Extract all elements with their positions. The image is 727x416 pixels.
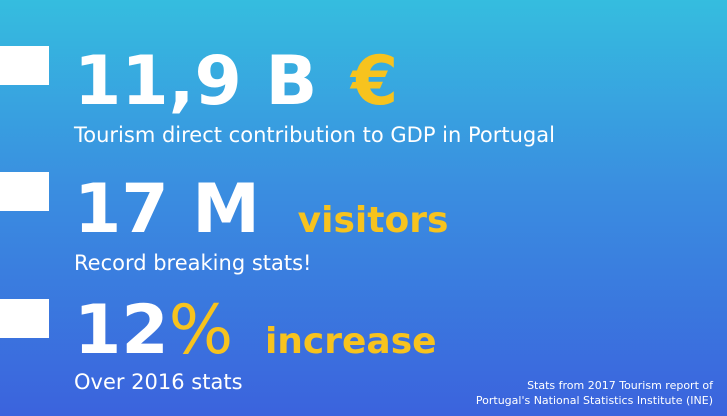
source-line-1: Stats from 2017 Tourism report of	[527, 379, 713, 392]
stat-increase-unit: increase	[264, 321, 437, 362]
stat-increase-description: Over 2016 stats	[74, 370, 243, 394]
stat-bullet-visitors	[0, 172, 49, 211]
stat-bullet-increase	[0, 299, 49, 338]
stat-increase-number: 12	[74, 291, 169, 370]
stat-visitors-value: 17 M visitors	[74, 176, 448, 244]
stat-visitors-description: Record breaking stats!	[74, 251, 312, 275]
stat-gdp-number: 11,9 B	[74, 42, 318, 121]
percent-icon: %	[168, 291, 234, 370]
source-note: Stats from 2017 Tourism report of Portug…	[476, 378, 713, 408]
euro-icon: €	[350, 42, 399, 121]
stat-visitors-unit: visitors	[297, 200, 449, 241]
stat-gdp-description: Tourism direct contribution to GDP in Po…	[74, 123, 555, 147]
stat-bullet-gdp	[0, 46, 49, 85]
stat-gdp-value: 11,9 B €	[74, 48, 398, 116]
source-line-2: Portugal's National Statistics Institute…	[475, 394, 713, 407]
stat-increase-value: 12% increase	[74, 297, 437, 365]
stat-visitors-number: 17 M	[74, 170, 260, 249]
